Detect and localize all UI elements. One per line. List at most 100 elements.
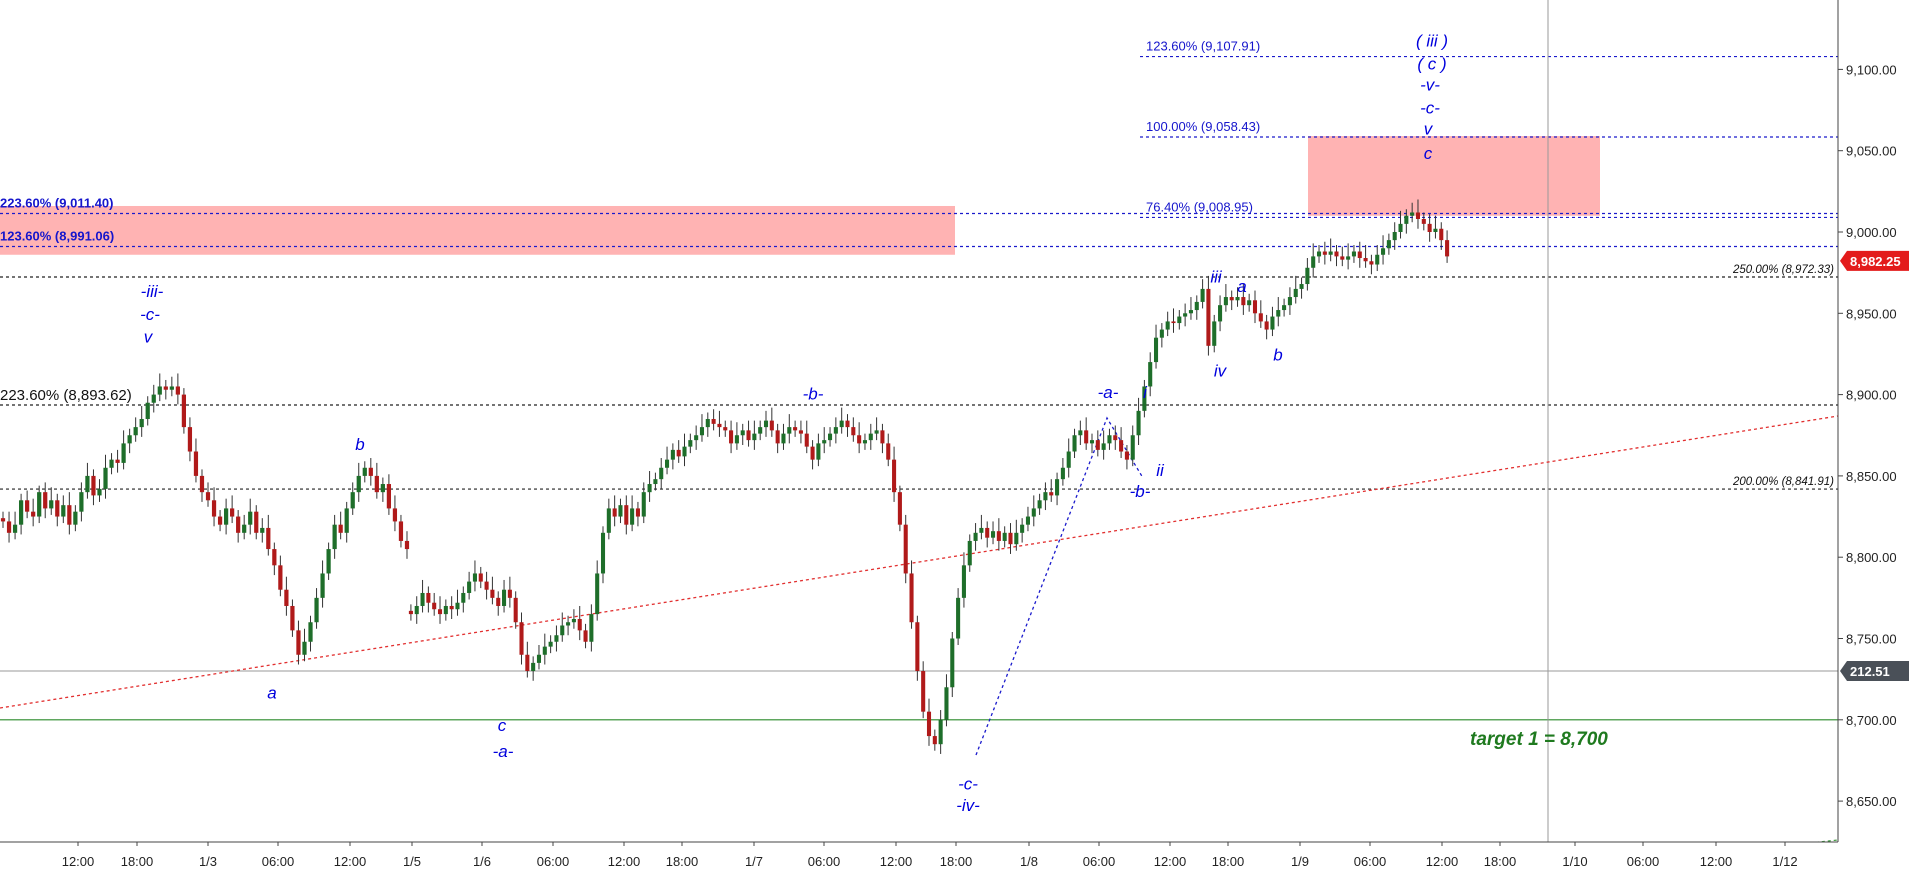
candle xyxy=(1124,445,1129,470)
candle xyxy=(443,599,448,621)
right-zone xyxy=(1308,136,1600,216)
time-tick-label: 12:00 xyxy=(880,854,913,869)
candle xyxy=(1218,295,1223,332)
candle xyxy=(874,417,879,441)
candle xyxy=(408,604,413,621)
price-axis-background xyxy=(1838,0,1911,874)
candle xyxy=(374,462,379,499)
candle xyxy=(915,615,920,681)
candle xyxy=(344,501,349,543)
fib-level-label: 100.00% (9,058.43) xyxy=(1146,119,1260,134)
candle xyxy=(734,422,739,450)
candle xyxy=(653,472,658,491)
time-axis-background xyxy=(0,842,1838,874)
candle xyxy=(892,446,897,502)
candle xyxy=(472,560,477,592)
candle xyxy=(542,633,547,665)
time-tick-label: 06:00 xyxy=(1627,854,1660,869)
candle xyxy=(798,420,803,444)
candle xyxy=(145,396,150,426)
candle xyxy=(507,576,512,608)
candle xyxy=(600,526,606,584)
fib-level-label: 223.60% (8,893.62) xyxy=(0,387,132,404)
wave-label: -c- xyxy=(958,775,978,794)
wave-label: a xyxy=(267,684,276,703)
candle xyxy=(595,560,600,621)
candle xyxy=(950,631,955,698)
time-tick-label: 18:00 xyxy=(940,854,973,869)
candle xyxy=(217,510,223,532)
candle xyxy=(254,505,259,540)
candle xyxy=(1107,428,1112,450)
time-tick-label: 1/8 xyxy=(1020,854,1038,869)
candle xyxy=(903,514,908,584)
candle xyxy=(1084,417,1089,450)
candle xyxy=(705,412,710,437)
candle xyxy=(1043,482,1048,511)
candle xyxy=(242,514,247,540)
time-tick-label: 12:00 xyxy=(608,854,641,869)
price-tick-label: 8,650.00 xyxy=(1846,794,1897,809)
candle xyxy=(362,461,367,483)
candle xyxy=(519,612,524,665)
time-tick-label: 06:00 xyxy=(808,854,841,869)
candle xyxy=(302,628,307,662)
candle xyxy=(606,498,611,540)
candle xyxy=(49,487,54,515)
candle xyxy=(205,482,211,507)
candle xyxy=(1357,241,1362,268)
candle xyxy=(921,661,926,719)
candle xyxy=(1159,323,1164,348)
candle xyxy=(926,698,932,746)
wave-labels: ( iii )( c )-v--c-vc-iii--c-vbac-a--b--c… xyxy=(140,32,1448,815)
fib-level-label: 250.00% (8,972.33) xyxy=(1732,264,1834,276)
candle xyxy=(932,729,937,751)
price-tick-label: 9,100.00 xyxy=(1846,62,1897,77)
time-tick-label: 12:00 xyxy=(62,854,95,869)
candle xyxy=(752,420,757,450)
candle xyxy=(775,423,780,454)
candle xyxy=(1299,277,1304,299)
candle xyxy=(781,423,786,450)
candle xyxy=(560,612,565,642)
candle xyxy=(1049,479,1054,502)
candle xyxy=(308,615,313,652)
time-tick-label: 1/7 xyxy=(745,854,763,869)
candle xyxy=(618,498,623,524)
candle xyxy=(0,511,6,528)
time-tick-label: 1/10 xyxy=(1562,854,1587,869)
candle xyxy=(857,422,862,454)
candle xyxy=(25,490,30,519)
resistance-zones xyxy=(0,136,1600,255)
time-tick-label: 18:00 xyxy=(666,854,699,869)
candle xyxy=(886,433,891,467)
candle xyxy=(163,379,168,400)
candle xyxy=(531,656,536,681)
time-tick-label: 1/5 xyxy=(403,854,421,869)
candle xyxy=(121,430,126,470)
candle xyxy=(816,433,821,467)
fib-level-label: 223.60% (9,011.40) xyxy=(0,195,113,210)
candle xyxy=(1427,214,1432,242)
candle xyxy=(223,498,229,535)
candle xyxy=(589,604,594,652)
candle xyxy=(43,482,48,519)
candle xyxy=(404,531,410,559)
candle xyxy=(1212,314,1217,353)
wave-label: -iii- xyxy=(141,282,164,301)
candle xyxy=(73,505,78,532)
candle xyxy=(996,518,1001,551)
candle xyxy=(380,477,385,502)
candle xyxy=(973,523,978,551)
candle xyxy=(822,427,827,454)
candle xyxy=(157,373,162,402)
candle xyxy=(694,425,699,450)
fib-level-label: 123.60% (9,107.91) xyxy=(1146,39,1260,54)
fib-level-label: 200.00% (8,841.91) xyxy=(1732,476,1834,488)
candle xyxy=(810,440,815,470)
candle xyxy=(862,433,868,450)
candle xyxy=(1282,298,1287,317)
candle xyxy=(1031,495,1036,527)
candle xyxy=(1136,397,1141,446)
time-axis: 12:00 18:00 1/3 06:00 12:00 1/5 1/6 06:00 12:00 1… xyxy=(0,841,1838,874)
